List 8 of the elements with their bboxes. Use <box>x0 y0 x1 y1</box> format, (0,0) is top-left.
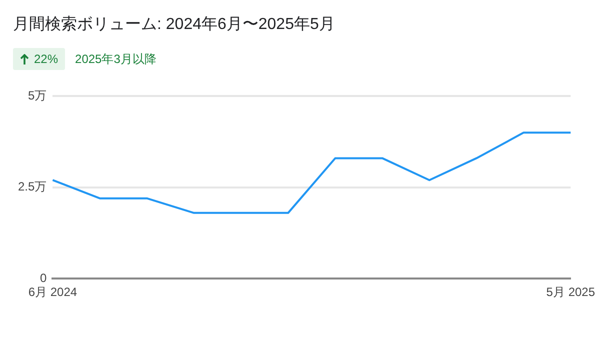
y-tick-label: 5万 <box>28 88 47 103</box>
x-tick-label: 6月 2024 <box>28 285 78 300</box>
x-tick-label: 5月 2025 <box>546 285 596 300</box>
text: 22% <box>13 48 66 70</box>
chart-title: 月間検索ボリューム: 2024年6月〜2025年5月 <box>13 14 336 35</box>
y-tick-label: 0 <box>40 270 47 285</box>
text: 2025年3月以降 <box>75 50 156 68</box>
y-tick-label: 2.5万 <box>18 180 47 194</box>
